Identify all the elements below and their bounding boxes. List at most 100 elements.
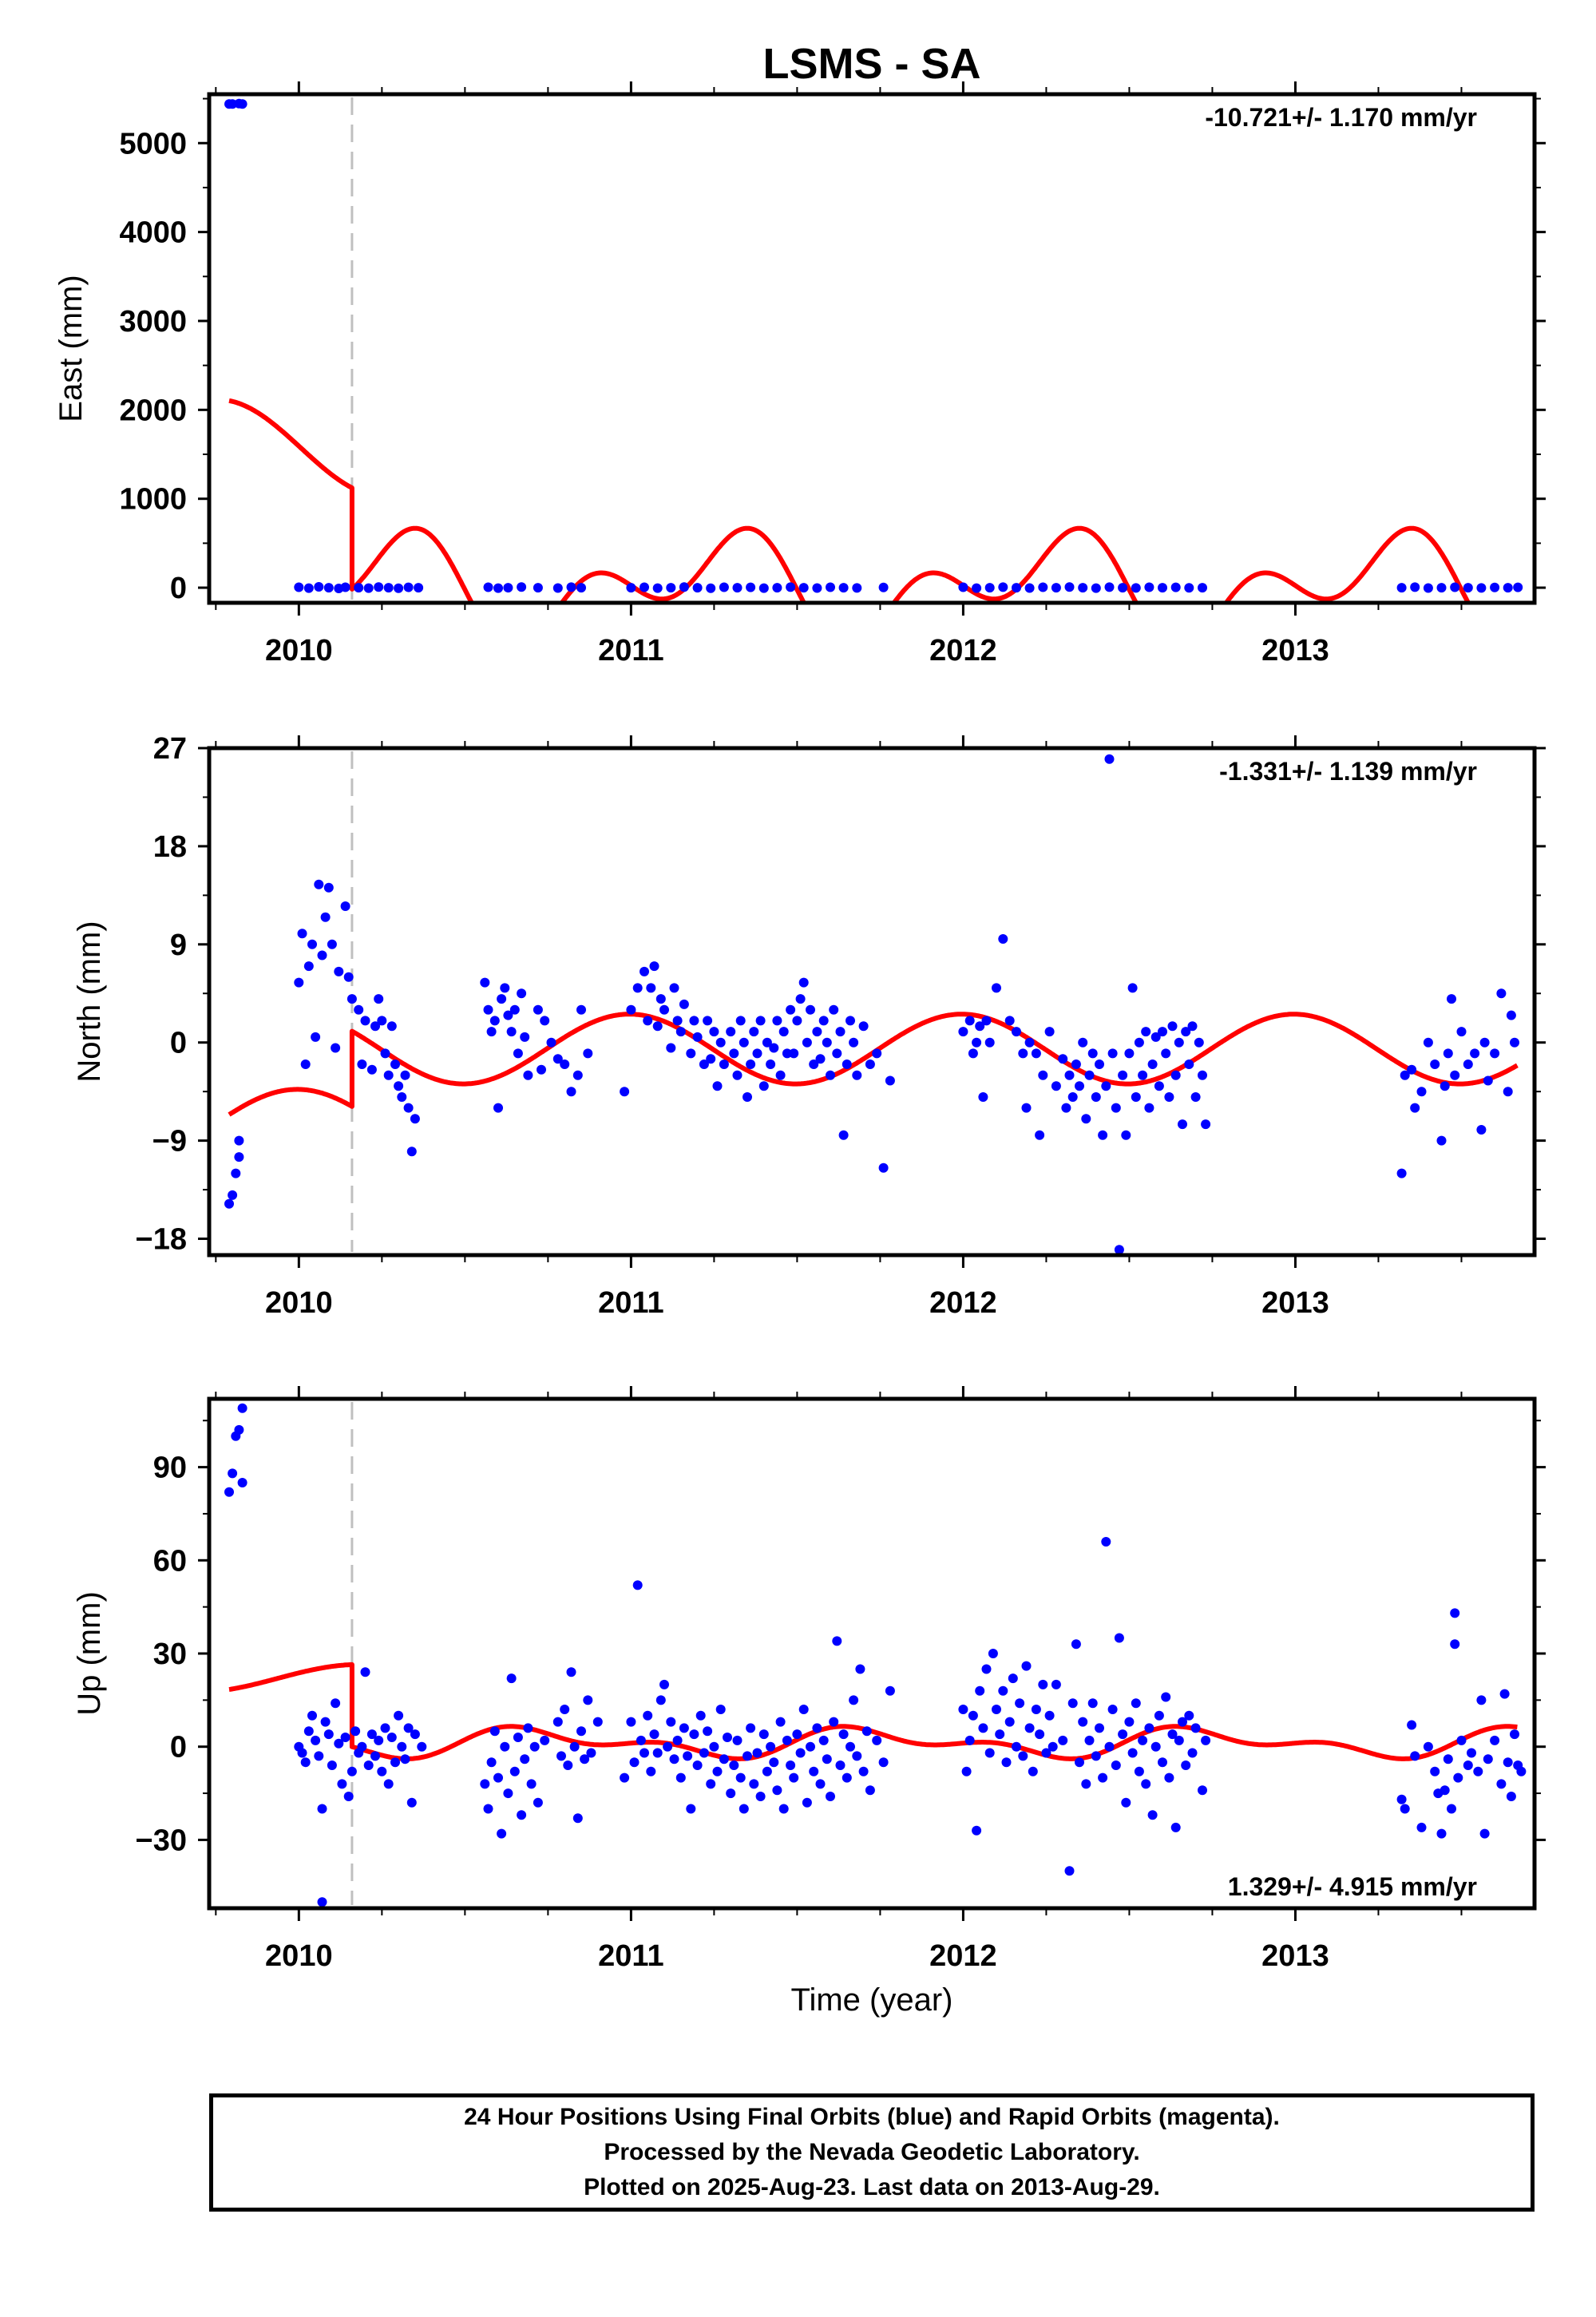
up-point [1181, 1761, 1191, 1770]
north-point [786, 1004, 796, 1015]
north-point [852, 1070, 862, 1080]
north-point [327, 939, 337, 949]
up-point [390, 1757, 400, 1768]
east-point [958, 582, 968, 592]
up-point [620, 1772, 630, 1783]
east-point [237, 99, 248, 109]
up-point [374, 1735, 384, 1745]
up-point [659, 1679, 669, 1689]
up-point [643, 1710, 653, 1721]
north-point [533, 1004, 543, 1015]
north-panel: −18 −9 0 9 18 27 2010 2011 2012 2013 North (mm) -1.… [72, 732, 1546, 1320]
up-point [1035, 1729, 1045, 1740]
up-point [1147, 1810, 1158, 1820]
up-point [366, 1729, 377, 1740]
north-point [846, 1016, 855, 1026]
up-point [752, 1748, 762, 1758]
north-point [228, 1190, 238, 1200]
up-point [746, 1723, 756, 1733]
up-point [835, 1761, 846, 1770]
up-point [523, 1723, 533, 1733]
north-point [323, 882, 334, 893]
up-point [815, 1779, 826, 1789]
up-point [655, 1695, 666, 1705]
north-point [1167, 1021, 1178, 1032]
up-point [1456, 1735, 1467, 1745]
up-point [224, 1487, 234, 1497]
north-point [772, 1016, 782, 1026]
north-point [1031, 1048, 1041, 1059]
north-point [1064, 1070, 1075, 1080]
north-point [480, 977, 490, 988]
up-point [1510, 1729, 1519, 1740]
north-point [234, 1135, 244, 1146]
north-point [885, 1075, 895, 1086]
up-point [297, 1748, 307, 1758]
north-point [509, 1004, 520, 1015]
up-point [878, 1757, 889, 1768]
up-point [961, 1766, 972, 1776]
north-point [1201, 1119, 1211, 1130]
north-ytick-label: 18 [153, 830, 187, 864]
north-point [583, 1048, 593, 1059]
north-point [652, 1021, 663, 1032]
east-point [1051, 583, 1061, 593]
up-point [583, 1695, 593, 1705]
up-point [1144, 1723, 1154, 1733]
up-point [1400, 1804, 1410, 1814]
east-point [679, 582, 689, 592]
north-point [1174, 1037, 1184, 1048]
north-point [366, 1064, 377, 1075]
up-point [1107, 1705, 1118, 1714]
north-data-area [224, 754, 1519, 1255]
up-point [1178, 1717, 1187, 1727]
up-point [679, 1723, 689, 1733]
up-point [802, 1797, 812, 1808]
north-point [334, 966, 344, 976]
up-point [672, 1735, 683, 1745]
up-point [663, 1741, 673, 1752]
north-ytick-label: 9 [170, 929, 187, 962]
up-point [695, 1710, 706, 1721]
north-point [1396, 1168, 1407, 1178]
up-point [1174, 1735, 1184, 1745]
up-point [1131, 1698, 1141, 1709]
north-point [406, 1147, 417, 1157]
up-point [317, 1897, 327, 1907]
up-point [383, 1779, 394, 1789]
north-point [347, 994, 357, 1004]
up-point [566, 1667, 576, 1677]
up-point [1078, 1717, 1088, 1727]
east-point [483, 582, 493, 592]
north-point [1187, 1021, 1198, 1032]
north-point [640, 966, 649, 976]
up-point [865, 1785, 875, 1796]
north-point [812, 1027, 822, 1037]
up-xtick-label: 2012 [929, 1939, 997, 1973]
north-point [1035, 1130, 1045, 1140]
north-point [343, 972, 354, 982]
north-point [506, 1027, 517, 1037]
north-point [500, 983, 510, 993]
east-point [374, 582, 384, 592]
north-point [838, 1130, 849, 1140]
up-point [529, 1741, 540, 1752]
up-point [1158, 1757, 1167, 1768]
up-frame [207, 1396, 1537, 1911]
up-point [552, 1717, 563, 1727]
up-point [497, 1828, 507, 1839]
up-point [861, 1726, 872, 1737]
north-point [1058, 1054, 1068, 1064]
up-point [995, 1729, 1005, 1740]
east-point [383, 583, 394, 593]
up-point [1184, 1710, 1194, 1721]
east-point [626, 583, 636, 593]
up-point [493, 1772, 503, 1783]
up-point [417, 1741, 427, 1752]
north-point [778, 1027, 789, 1037]
up-point [1407, 1720, 1417, 1730]
up-point [709, 1741, 719, 1752]
up-point [1161, 1692, 1171, 1702]
north-point [1158, 1027, 1167, 1037]
north-point [703, 1016, 713, 1026]
